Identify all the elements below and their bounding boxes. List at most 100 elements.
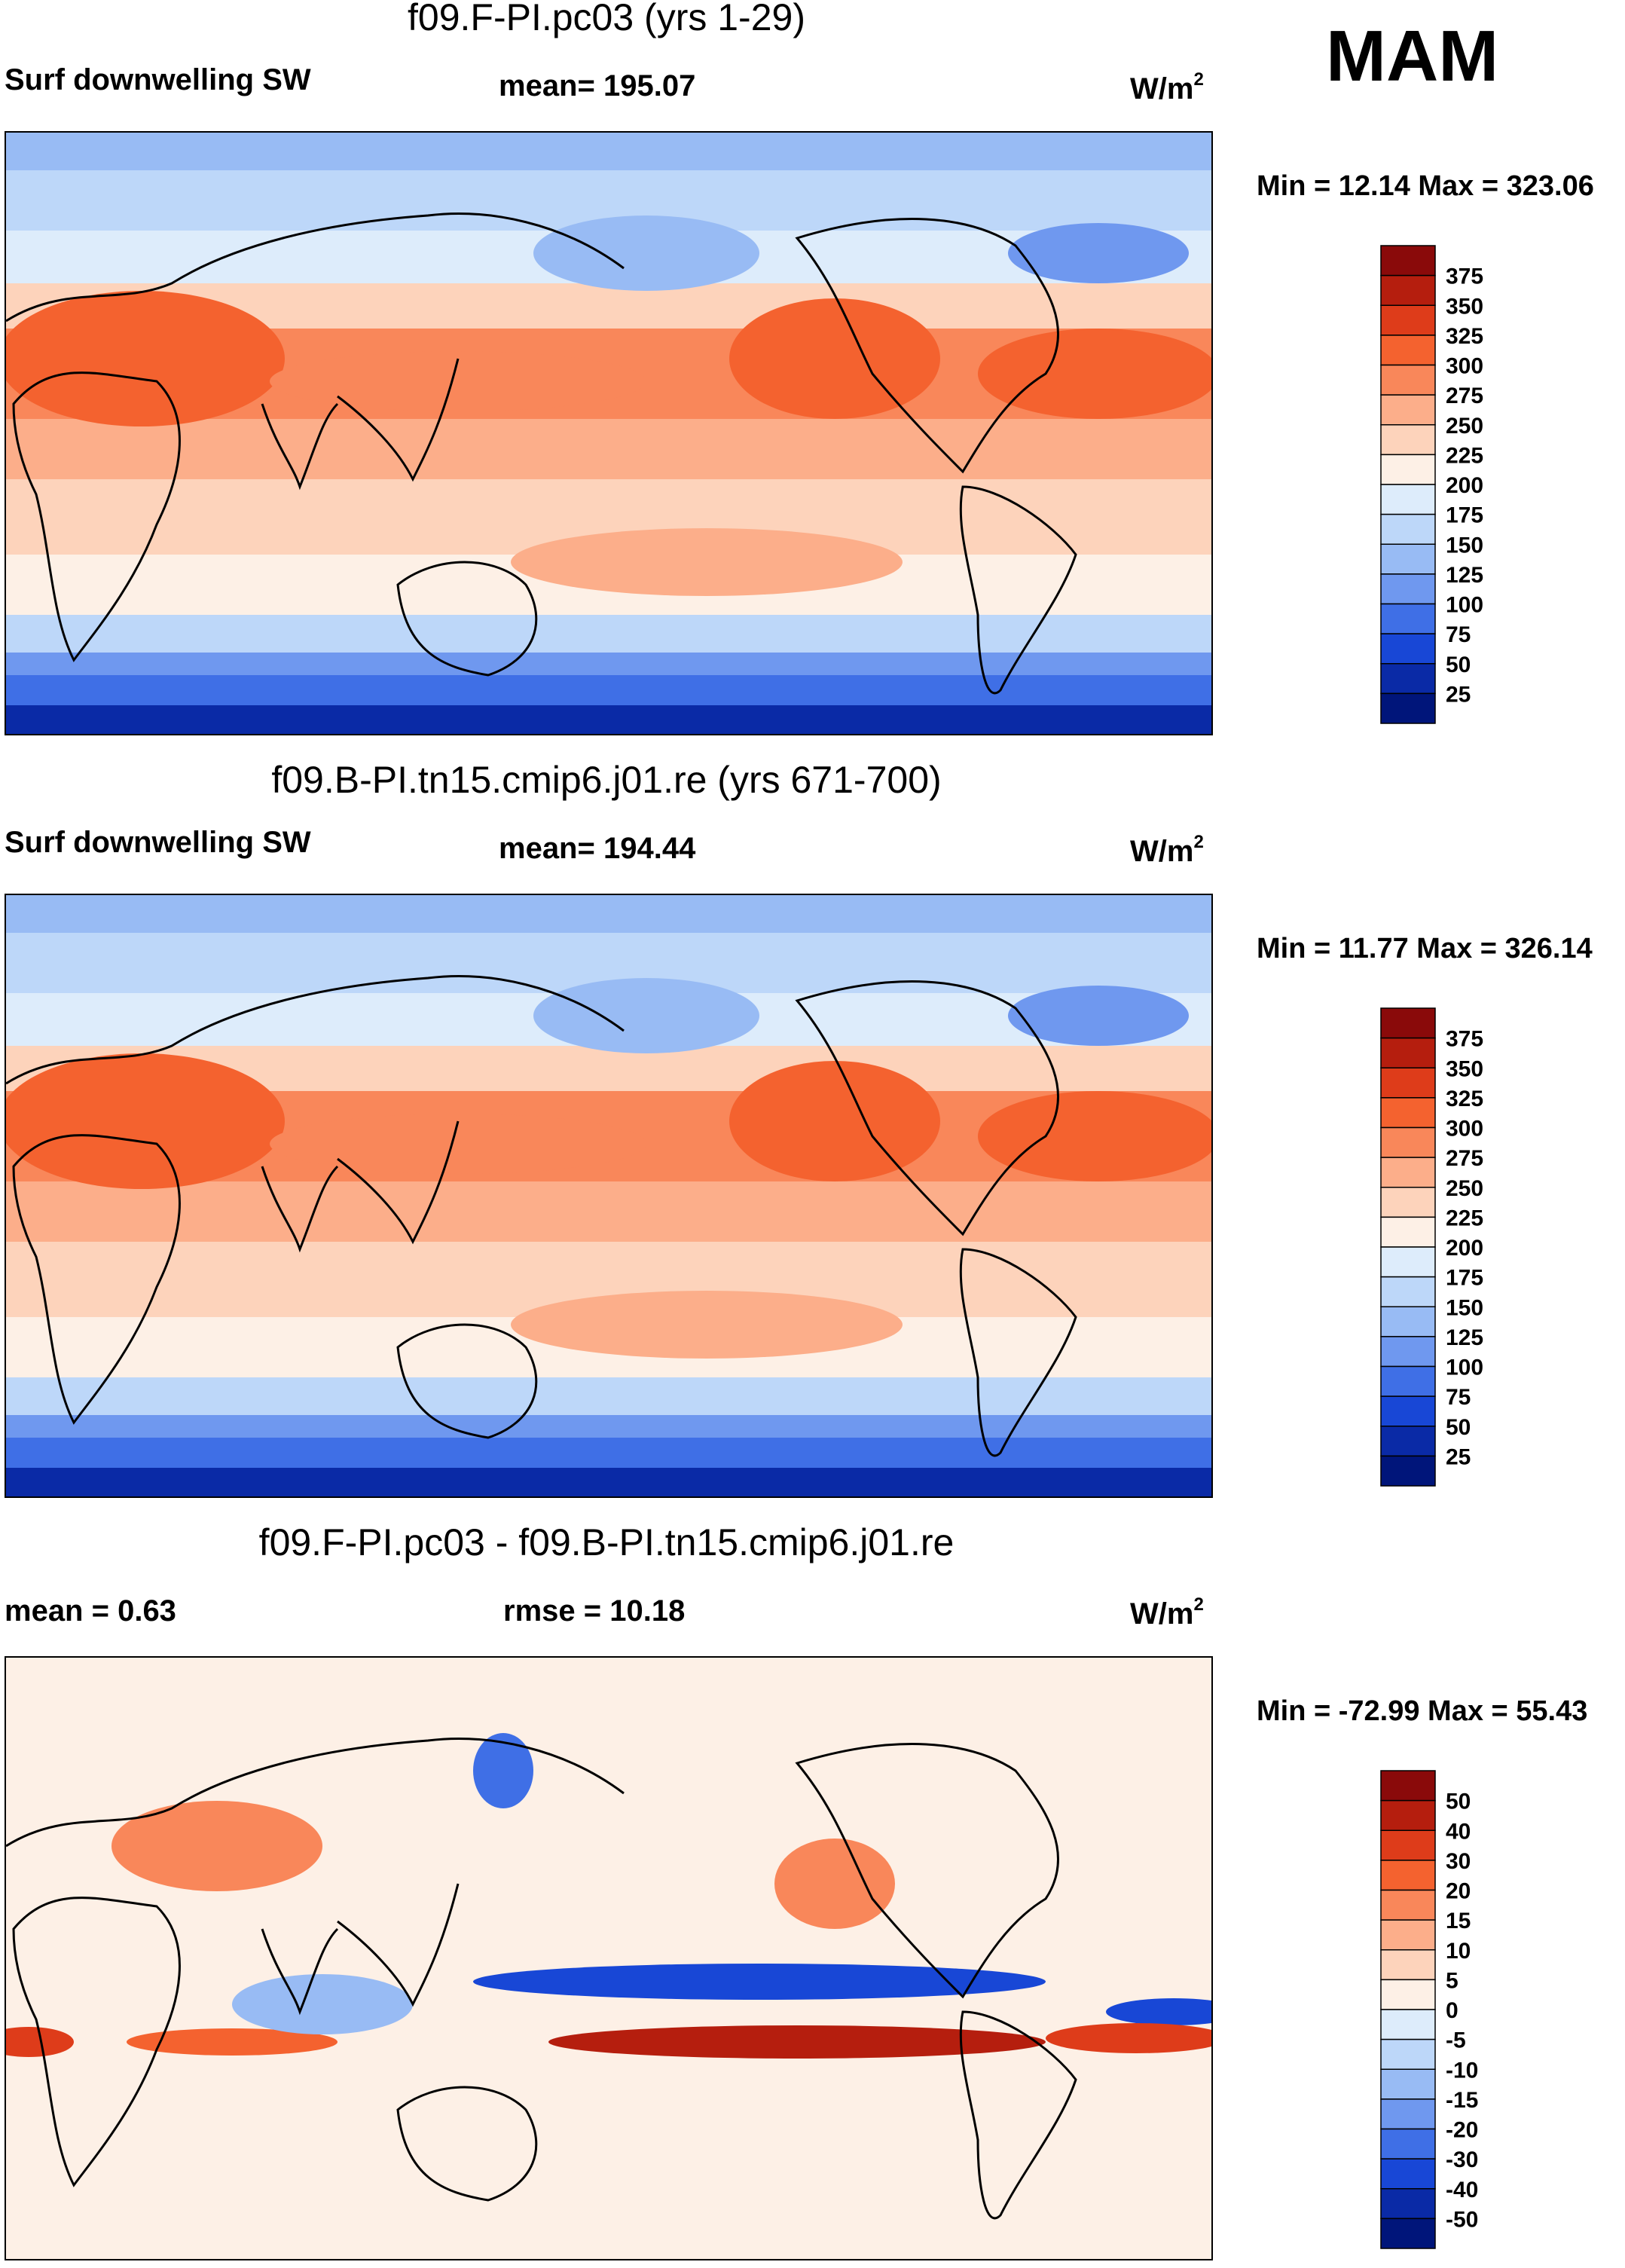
field-contour <box>978 1091 1219 1181</box>
colorbar-swatch <box>1380 394 1436 426</box>
coastline <box>959 485 1077 695</box>
panel-1-colorbar: 375 350 325 300 275 250 225 200 175 150 125 100 75 50… <box>1380 245 1483 724</box>
coastline <box>795 1743 1059 1999</box>
colorbar-swatch <box>1380 573 1436 605</box>
field-contour <box>1046 2023 1226 2053</box>
colorbar-swatch <box>1380 484 1436 515</box>
colorbar-label: 350 <box>1446 1056 1483 1081</box>
colorbar-svg: 375 350 325 300 275 250 225 200 175 150 125 100 75 50… <box>1380 1007 1483 1487</box>
colorbar-label: 175 <box>1446 503 1483 528</box>
colorbar-swatch <box>1380 543 1436 575</box>
colorbar-label: 75 <box>1446 622 1471 647</box>
field-contour <box>6 1181 1211 1242</box>
colorbar-swatch <box>1380 1799 1436 1831</box>
panel-2-variable: Surf downwelling SW <box>5 826 311 859</box>
colorbar-swatch <box>1380 1216 1436 1248</box>
panel-2-minmax: Min = 11.77 Max = 326.14 <box>1257 933 1593 964</box>
coastline <box>959 1248 1077 1457</box>
colorbar-label: 275 <box>1446 1146 1483 1171</box>
colorbar-swatch <box>1380 1979 1436 2010</box>
field-contour <box>533 215 759 291</box>
field-contour <box>6 1468 1211 1496</box>
field-contour <box>6 1415 1211 1438</box>
colorbar-swatch <box>1380 1770 1436 1802</box>
colorbar-label: 125 <box>1446 563 1483 588</box>
colorbar-swatch <box>1380 1860 1436 1891</box>
colorbar-label: 325 <box>1446 324 1483 349</box>
panel-2-mean: mean= 194.44 <box>499 832 696 865</box>
panel-1-mean: mean= 195.07 <box>499 69 696 102</box>
colorbar-swatch <box>1380 1365 1436 1397</box>
field-contour <box>511 528 903 596</box>
field-contour <box>6 705 1211 734</box>
field-contour <box>1106 1998 1242 2025</box>
colorbar-swatch <box>1380 1097 1436 1129</box>
panel-1-variable: Surf downwelling SW <box>5 63 311 96</box>
colorbar-label: 150 <box>1446 1295 1483 1320</box>
panel-1-map <box>0 131 1219 800</box>
colorbar-swatch <box>1380 1426 1436 1457</box>
panel-3-colorbar: 50 40 30 20 15 10 5 0 -5 -10 -15 -20 -30 -40 -50 <box>1380 1770 1478 2249</box>
colorbar-label: 50 <box>1446 1790 1471 1814</box>
coastline <box>12 1897 181 2187</box>
panel-2-map <box>0 894 1219 1563</box>
coastline <box>261 402 339 491</box>
colorbar-label: 40 <box>1446 1819 1471 1844</box>
field-contour <box>729 298 940 419</box>
colorbar-swatch <box>1380 335 1436 366</box>
map-svg <box>0 895 1219 1563</box>
colorbar-label: 50 <box>1446 1415 1471 1440</box>
colorbar-swatch <box>1380 2218 1436 2249</box>
map-svg <box>0 1658 1242 2259</box>
colorbar-label: 5 <box>1446 1968 1459 1993</box>
panel-3-title: f09.F-PI.pc03 - f09.B-PI.tn15.cmip6.j01.… <box>258 1521 955 1563</box>
field-contour <box>0 291 285 426</box>
coastline <box>12 1134 181 1425</box>
colorbar-swatch <box>1380 2158 1436 2190</box>
colorbar-swatch <box>1380 364 1436 396</box>
colorbar-swatch <box>1380 1187 1436 1218</box>
coastline <box>261 1927 339 2016</box>
panel-3-rmse: rmse = 10.18 <box>503 1594 686 1628</box>
field-contour <box>0 1053 285 1189</box>
field-contour <box>6 615 1211 653</box>
coastline <box>261 1165 339 1253</box>
colorbar-swatch <box>1380 454 1436 485</box>
panel-3-minmax: Min = -72.99 Max = 55.43 <box>1257 1695 1588 1727</box>
colorbar-swatch <box>1380 1889 1436 1921</box>
coastline <box>396 2086 538 2202</box>
map-svg <box>0 133 1219 800</box>
colorbar-label: 100 <box>1446 1356 1483 1380</box>
colorbar-label: 375 <box>1446 264 1483 289</box>
colorbar-label: 25 <box>1446 682 1471 707</box>
colorbar-svg: 375 350 325 300 275 250 225 200 175 150 125 100 75 50… <box>1380 245 1483 724</box>
colorbar-swatch <box>1380 513 1436 545</box>
colorbar-swatch <box>1380 1246 1436 1278</box>
colorbar-label: 350 <box>1446 294 1483 319</box>
colorbar-swatch <box>1380 1949 1436 1981</box>
colorbar-swatch <box>1380 1919 1436 1951</box>
field-contour <box>0 2027 74 2057</box>
colorbar-label: 300 <box>1446 354 1483 379</box>
colorbar-swatch <box>1380 2068 1436 2100</box>
colorbar-label: 200 <box>1446 473 1483 498</box>
colorbar-swatch <box>1380 1306 1436 1337</box>
colorbar-label: 150 <box>1446 533 1483 558</box>
field-contour <box>774 1839 895 1929</box>
colorbar-label: -15 <box>1446 2088 1478 2113</box>
colorbar-label: 300 <box>1446 1117 1483 1142</box>
colorbar-label: 200 <box>1446 1236 1483 1261</box>
field-contour <box>473 1964 1046 2000</box>
field-contour <box>978 329 1219 419</box>
colorbar-swatch <box>1380 1007 1436 1039</box>
colorbar-label: -20 <box>1446 2118 1478 2143</box>
field-contour <box>270 1114 646 1174</box>
colorbar-swatch <box>1380 2128 1436 2159</box>
field-contour <box>232 1974 413 2034</box>
field-contour <box>6 419 1211 479</box>
field-contour <box>548 2025 1046 2059</box>
colorbar-label: -50 <box>1446 2207 1478 2232</box>
colorbar-label: 25 <box>1446 1444 1471 1469</box>
colorbar-label: 75 <box>1446 1385 1471 1410</box>
